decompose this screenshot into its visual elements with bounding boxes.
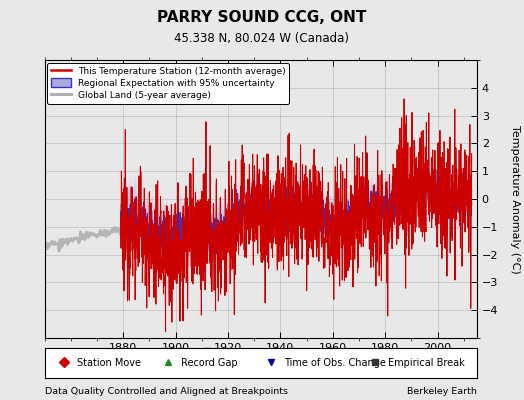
Text: Empirical Break: Empirical Break (388, 358, 465, 368)
Text: Berkeley Earth: Berkeley Earth (407, 387, 477, 396)
Text: Time of Obs. Change: Time of Obs. Change (285, 358, 386, 368)
Text: 45.338 N, 80.024 W (Canada): 45.338 N, 80.024 W (Canada) (174, 32, 350, 45)
Text: Record Gap: Record Gap (181, 358, 237, 368)
Text: PARRY SOUND CCG, ONT: PARRY SOUND CCG, ONT (157, 10, 367, 25)
Text: Station Move: Station Move (77, 358, 141, 368)
Legend: This Temperature Station (12-month average), Regional Expectation with 95% uncer: This Temperature Station (12-month avera… (47, 63, 289, 104)
Y-axis label: Temperature Anomaly (°C): Temperature Anomaly (°C) (510, 125, 520, 273)
Text: Data Quality Controlled and Aligned at Breakpoints: Data Quality Controlled and Aligned at B… (45, 387, 288, 396)
